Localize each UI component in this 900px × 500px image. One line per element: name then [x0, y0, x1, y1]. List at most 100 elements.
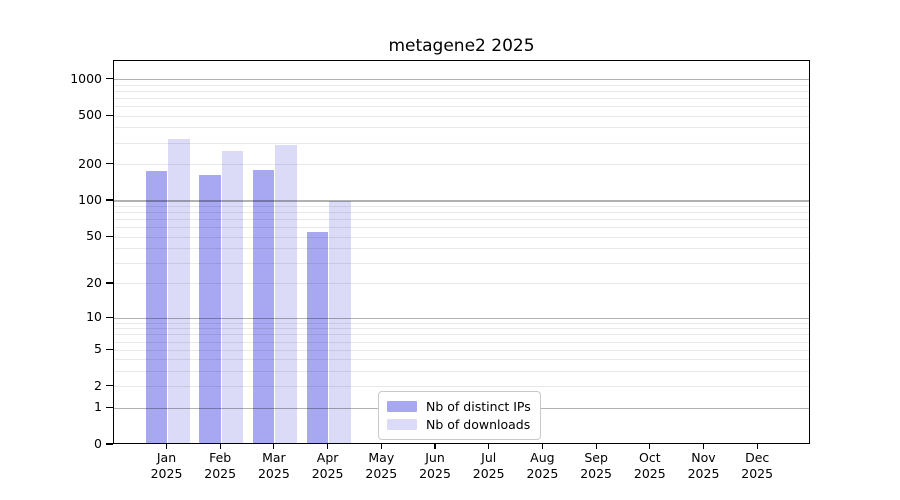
y-tick-mark	[106, 385, 113, 387]
legend: Nb of distinct IPs Nb of downloads	[378, 391, 541, 440]
gridline-minor	[114, 106, 809, 108]
x-tick-mark	[434, 444, 436, 449]
y-tick-label: 100	[78, 191, 102, 207]
bar-downloads-feb	[221, 150, 244, 443]
gridline-minor	[114, 349, 809, 351]
x-tick-label-feb: Feb 2025	[190, 450, 250, 482]
x-tick-year: 2025	[526, 466, 559, 481]
y-tick-mark	[106, 78, 113, 80]
bar-distinct-ips-jan	[145, 171, 167, 443]
x-tick-year: 2025	[580, 466, 612, 481]
x-tick-mark	[488, 444, 490, 449]
x-tick-month: Jan	[156, 450, 177, 465]
legend-swatch-distinct-ips	[387, 401, 417, 412]
gridline-minor	[114, 219, 809, 220]
bar-distinct-ips-feb	[199, 175, 221, 443]
x-tick-label-aug: Aug 2025	[512, 450, 572, 482]
gridline-minor	[114, 236, 809, 238]
legend-item-downloads: Nb of downloads	[387, 416, 531, 433]
x-tick-month: May	[368, 450, 395, 465]
legend-swatch-downloads	[387, 419, 417, 430]
bar-distinct-ips-mar	[252, 170, 275, 443]
y-tick-label: 20	[86, 275, 102, 291]
x-tick-year: 2025	[419, 466, 451, 481]
x-tick-month: Oct	[638, 450, 661, 465]
gridline-minor	[114, 341, 809, 343]
y-tick-mark	[106, 235, 113, 237]
x-tick-mark	[756, 444, 758, 449]
gridline-major	[114, 317, 809, 319]
x-tick-year: 2025	[204, 466, 237, 481]
gridline-minor	[114, 212, 809, 214]
x-tick-label-nov: Nov 2025	[674, 450, 734, 482]
x-tick-label-mar: Mar 2025	[244, 450, 304, 482]
gridline-minor	[114, 127, 809, 129]
x-tick-month: Mar	[262, 450, 286, 465]
gridline-minor	[114, 97, 809, 99]
x-tick-mark	[702, 444, 705, 449]
x-tick-month: Aug	[530, 450, 555, 465]
y-tick-label: 2	[94, 377, 102, 393]
x-tick-mark	[327, 444, 329, 449]
x-tick-month: Dec	[745, 450, 770, 465]
gridline-minor	[114, 359, 809, 361]
x-tick-label-may: May 2025	[351, 450, 411, 482]
x-tick-month: Jun	[425, 450, 445, 465]
legend-label-distinct-ips: Nb of distinct IPs	[426, 399, 531, 414]
x-tick-label-oct: Oct 2025	[620, 450, 680, 482]
x-tick-mark	[595, 444, 597, 449]
y-tick-label: 5	[94, 341, 102, 357]
y-tick-label: 0	[94, 436, 102, 451]
y-tick-mark	[106, 316, 113, 318]
x-tick-label-jun: Jun 2025	[405, 450, 465, 482]
x-tick-year: 2025	[741, 466, 774, 481]
x-tick-mark	[273, 444, 275, 449]
legend-label-downloads: Nb of downloads	[426, 417, 531, 432]
x-tick-mark	[541, 444, 543, 449]
bar-downloads-apr	[329, 200, 351, 443]
chart-title: metagene2 2025	[388, 36, 535, 56]
x-tick-year: 2025	[687, 466, 720, 481]
y-tick-mark	[106, 348, 113, 350]
y-tick-label: 500	[78, 107, 102, 123]
x-tick-mark	[380, 444, 382, 449]
gridline-minor	[114, 227, 809, 229]
x-tick-year: 2025	[633, 466, 666, 481]
x-tick-month: Apr	[316, 450, 339, 465]
gridline-minor	[114, 205, 809, 207]
x-tick-label-jul: Jul 2025	[459, 450, 519, 482]
gridline-minor	[114, 334, 809, 336]
y-tick-mark	[106, 199, 113, 201]
y-tick-label: 10	[86, 309, 102, 325]
gridline-minor	[114, 322, 809, 324]
gridline-minor	[114, 90, 809, 92]
bars-layer	[114, 61, 809, 443]
x-tick-year: 2025	[150, 466, 183, 481]
bar-downloads-mar	[275, 145, 297, 443]
x-tick-month: Jul	[481, 450, 497, 465]
legend-item-distinct-ips: Nb of distinct IPs	[387, 398, 531, 415]
gridline-major	[114, 79, 809, 81]
x-tick-year: 2025	[365, 466, 398, 481]
x-tick-month: Sep	[584, 450, 608, 465]
gridline-minor	[114, 248, 809, 250]
x-tick-year: 2025	[472, 466, 505, 481]
grid-layer	[114, 61, 809, 443]
gridline-minor	[114, 84, 809, 86]
y-tick-label: 1	[94, 399, 102, 415]
gridline-minor	[114, 142, 809, 144]
y-tick-mark	[106, 114, 113, 116]
y-tick-mark	[106, 406, 113, 408]
y-tick-label: 1000	[70, 70, 102, 86]
y-tick-mark	[106, 162, 113, 165]
y-tick-label: 200	[78, 155, 102, 171]
plot-area	[113, 60, 810, 444]
x-tick-month: Feb	[209, 450, 232, 465]
x-tick-label-apr: Apr 2025	[298, 450, 358, 482]
x-tick-mark	[219, 444, 221, 449]
gridline-minor	[114, 386, 809, 388]
y-tick-mark	[106, 443, 113, 445]
